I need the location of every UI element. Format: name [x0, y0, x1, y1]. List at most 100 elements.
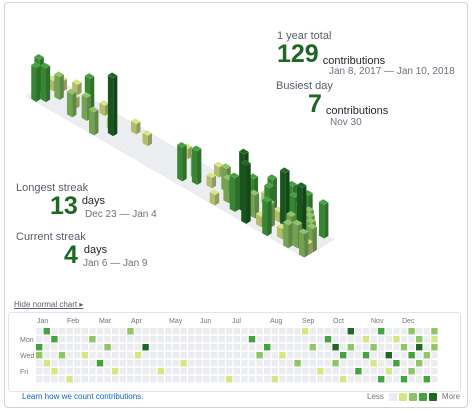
- heatmap-day-cell[interactable]: [112, 344, 119, 351]
- heatmap-day-cell[interactable]: [378, 376, 385, 383]
- heatmap-day-cell[interactable]: [51, 368, 58, 375]
- heatmap-day-cell[interactable]: [241, 368, 248, 375]
- heatmap-day-cell[interactable]: [89, 344, 96, 351]
- heatmap-day-cell[interactable]: [264, 352, 271, 359]
- heatmap-day-cell[interactable]: [188, 336, 195, 343]
- heatmap-day-cell[interactable]: [36, 360, 43, 367]
- heatmap-day-cell[interactable]: [416, 344, 423, 351]
- heatmap-day-cell[interactable]: [134, 328, 142, 335]
- heatmap-day-cell[interactable]: [302, 360, 309, 367]
- heatmap-day-cell[interactable]: [416, 336, 423, 343]
- heatmap-day-cell[interactable]: [43, 328, 50, 335]
- heatmap-day-cell[interactable]: [43, 376, 50, 383]
- heatmap-day-cell[interactable]: [248, 376, 256, 383]
- heatmap-day-cell[interactable]: [142, 328, 149, 335]
- heatmap-day-cell[interactable]: [180, 344, 187, 351]
- heatmap-day-cell[interactable]: [119, 344, 126, 351]
- heatmap-day-cell[interactable]: [142, 336, 149, 343]
- heatmap-day-cell[interactable]: [96, 344, 104, 351]
- heatmap-day-cell[interactable]: [119, 376, 126, 383]
- heatmap-day-cell[interactable]: [81, 360, 88, 367]
- heatmap-day-cell[interactable]: [423, 376, 430, 383]
- heatmap-day-cell[interactable]: [431, 344, 438, 351]
- heatmap-day-cell[interactable]: [362, 376, 370, 383]
- heatmap-day-cell[interactable]: [180, 352, 187, 359]
- heatmap-day-cell[interactable]: [119, 360, 126, 367]
- heatmap-day-cell[interactable]: [172, 352, 180, 359]
- heatmap-day-cell[interactable]: [324, 376, 332, 383]
- heatmap-day-cell[interactable]: [142, 376, 149, 383]
- heatmap-day-cell[interactable]: [271, 328, 278, 335]
- heatmap-day-cell[interactable]: [385, 344, 392, 351]
- heatmap-day-cell[interactable]: [385, 336, 392, 343]
- heatmap-day-cell[interactable]: [150, 336, 157, 343]
- heatmap-day-cell[interactable]: [279, 336, 286, 343]
- heatmap-day-cell[interactable]: [89, 336, 96, 343]
- heatmap-day-cell[interactable]: [286, 352, 294, 359]
- heatmap-day-cell[interactable]: [188, 352, 195, 359]
- heatmap-day-cell[interactable]: [127, 336, 134, 343]
- heatmap-day-cell[interactable]: [385, 368, 392, 375]
- heatmap-day-cell[interactable]: [408, 336, 415, 343]
- heatmap-day-cell[interactable]: [286, 328, 294, 335]
- heatmap-day-cell[interactable]: [279, 352, 286, 359]
- heatmap-day-cell[interactable]: [134, 360, 142, 367]
- heatmap-day-cell[interactable]: [294, 352, 301, 359]
- heatmap-day-cell[interactable]: [271, 352, 278, 359]
- heatmap-day-cell[interactable]: [226, 344, 233, 351]
- heatmap-day-cell[interactable]: [157, 344, 164, 351]
- heatmap-day-cell[interactable]: [340, 352, 347, 359]
- heatmap-day-cell[interactable]: [408, 376, 415, 383]
- heatmap-day-cell[interactable]: [112, 368, 119, 375]
- heatmap-day-cell[interactable]: [423, 368, 430, 375]
- heatmap-day-cell[interactable]: [172, 328, 180, 335]
- heatmap-day-cell[interactable]: [172, 344, 180, 351]
- heatmap-day-cell[interactable]: [36, 336, 43, 343]
- heatmap-day-cell[interactable]: [332, 336, 339, 343]
- heatmap-day-cell[interactable]: [264, 336, 271, 343]
- heatmap-day-cell[interactable]: [347, 360, 354, 367]
- heatmap-day-cell[interactable]: [142, 368, 149, 375]
- heatmap-day-cell[interactable]: [127, 360, 134, 367]
- heatmap-day-cell[interactable]: [393, 376, 400, 383]
- heatmap-day-cell[interactable]: [241, 344, 248, 351]
- heatmap-day-cell[interactable]: [195, 344, 202, 351]
- heatmap-day-cell[interactable]: [119, 328, 126, 335]
- heatmap-day-cell[interactable]: [347, 328, 354, 335]
- heatmap-day-cell[interactable]: [408, 328, 415, 335]
- heatmap-day-cell[interactable]: [317, 360, 324, 367]
- heatmap-day-cell[interactable]: [157, 368, 164, 375]
- heatmap-day-cell[interactable]: [340, 368, 347, 375]
- heatmap-day-cell[interactable]: [393, 368, 400, 375]
- heatmap-day-cell[interactable]: [96, 328, 104, 335]
- heatmap-day-cell[interactable]: [81, 352, 88, 359]
- heatmap-day-cell[interactable]: [431, 336, 438, 343]
- heatmap-day-cell[interactable]: [332, 328, 339, 335]
- heatmap-day-cell[interactable]: [324, 344, 332, 351]
- heatmap-day-cell[interactable]: [195, 376, 202, 383]
- heatmap-day-cell[interactable]: [51, 352, 58, 359]
- heatmap-day-cell[interactable]: [81, 344, 88, 351]
- heatmap-day-cell[interactable]: [58, 352, 66, 359]
- heatmap-day-cell[interactable]: [150, 352, 157, 359]
- heatmap-day-cell[interactable]: [431, 376, 438, 383]
- heatmap-day-cell[interactable]: [309, 336, 316, 343]
- heatmap-day-cell[interactable]: [74, 344, 81, 351]
- heatmap-day-cell[interactable]: [362, 344, 370, 351]
- heatmap-day-cell[interactable]: [286, 360, 294, 367]
- heatmap-day-cell[interactable]: [36, 368, 43, 375]
- heatmap-day-cell[interactable]: [370, 360, 377, 367]
- heatmap-day-cell[interactable]: [180, 376, 187, 383]
- heatmap-day-cell[interactable]: [378, 360, 385, 367]
- heatmap-day-cell[interactable]: [203, 368, 210, 375]
- heatmap-day-cell[interactable]: [218, 376, 225, 383]
- heatmap-day-cell[interactable]: [203, 376, 210, 383]
- heatmap-day-cell[interactable]: [165, 344, 172, 351]
- heatmap-day-cell[interactable]: [347, 344, 354, 351]
- heatmap-day-cell[interactable]: [340, 328, 347, 335]
- heatmap-day-cell[interactable]: [165, 328, 172, 335]
- heatmap-day-cell[interactable]: [378, 344, 385, 351]
- heatmap-day-cell[interactable]: [188, 344, 195, 351]
- heatmap-day-cell[interactable]: [347, 352, 354, 359]
- heatmap-day-cell[interactable]: [36, 344, 43, 351]
